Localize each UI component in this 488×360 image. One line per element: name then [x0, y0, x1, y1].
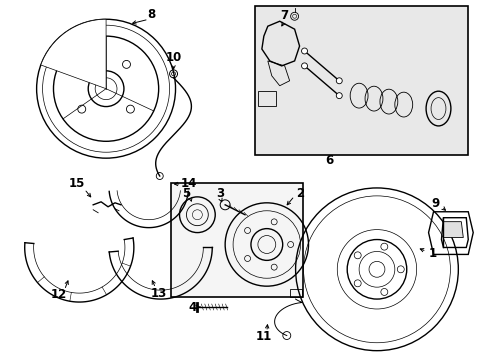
- Text: 11: 11: [255, 330, 271, 343]
- Text: 14: 14: [180, 177, 196, 190]
- Bar: [254, 6, 468, 155]
- Circle shape: [336, 93, 342, 99]
- Polygon shape: [443, 222, 462, 238]
- Text: 10: 10: [165, 51, 182, 64]
- Bar: [170, 183, 302, 297]
- Text: 6: 6: [325, 154, 333, 167]
- Wedge shape: [41, 19, 106, 89]
- Text: 15: 15: [69, 177, 85, 190]
- Text: 13: 13: [150, 287, 166, 300]
- Text: 9: 9: [430, 197, 439, 210]
- Text: 12: 12: [50, 288, 66, 301]
- Text: 4: 4: [188, 301, 196, 314]
- Text: 2: 2: [296, 188, 304, 201]
- Circle shape: [336, 78, 342, 84]
- Text: 8: 8: [147, 8, 156, 21]
- Text: 1: 1: [427, 247, 436, 260]
- Text: 7: 7: [280, 9, 288, 22]
- Text: 5: 5: [182, 188, 190, 201]
- Text: 3: 3: [216, 188, 224, 201]
- Circle shape: [301, 48, 307, 54]
- Circle shape: [301, 63, 307, 69]
- Bar: [257, 91, 275, 105]
- Bar: [289, 289, 301, 297]
